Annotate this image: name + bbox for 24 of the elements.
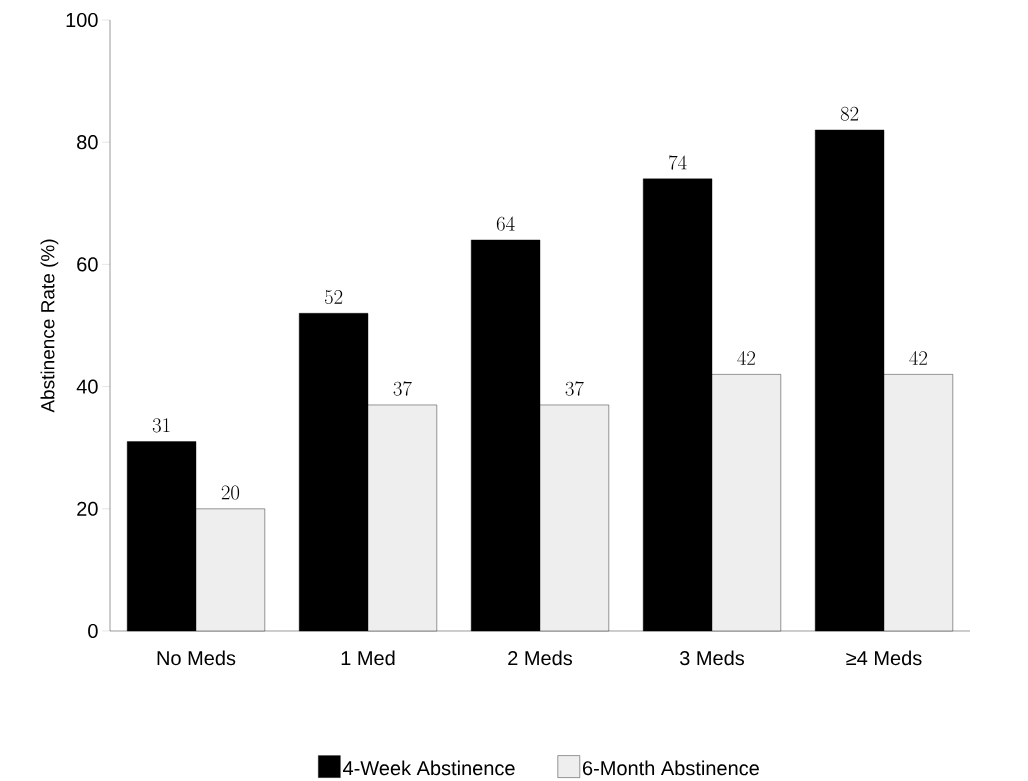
data-label: 74	[669, 155, 687, 170]
y-tick-label: 0	[88, 624, 98, 639]
data-label: 52	[324, 290, 343, 305]
y-tick-label: 60	[77, 257, 98, 272]
data-label: 42	[737, 351, 756, 366]
data-label: 42	[909, 351, 928, 366]
legend-label: 4-Week Abstinence	[342, 760, 515, 776]
data-label: 20	[221, 485, 240, 500]
data-label: 37	[565, 381, 584, 396]
data-label: 64	[496, 216, 515, 231]
data-label: 82	[840, 106, 859, 121]
x-tick-label: No Meds	[157, 650, 236, 666]
x-tick-label: 3 Meds	[679, 650, 745, 666]
data-label: 37	[393, 381, 412, 396]
y-tick-label: 100	[66, 13, 98, 28]
data-label: 31	[152, 418, 170, 433]
legend-label: 6-Month Abstinence	[583, 760, 759, 776]
y-axis-title: Abstinence Rate (%)	[40, 239, 59, 413]
y-tick-label: 80	[77, 135, 98, 150]
x-tick-label: ≥4 Meds	[846, 650, 922, 666]
y-tick-label: 40	[76, 379, 98, 394]
y-tick-label: 20	[77, 501, 98, 517]
x-tick-label: 1 Med	[341, 650, 395, 666]
x-tick-label: 2 Meds	[508, 650, 573, 666]
